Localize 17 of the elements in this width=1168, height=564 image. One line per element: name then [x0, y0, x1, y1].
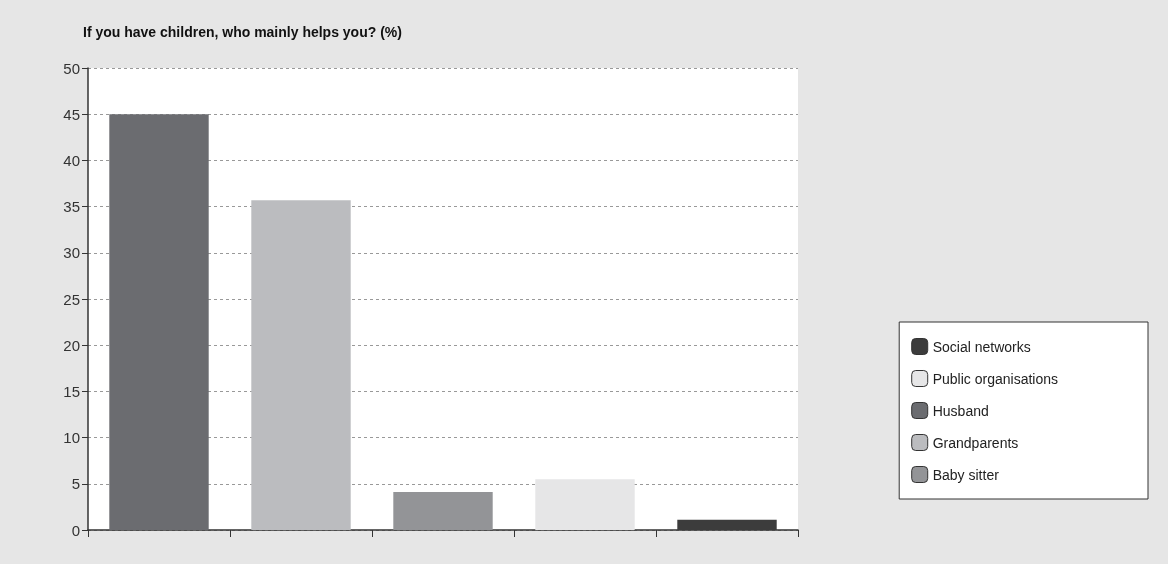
legend-label: Public organisations: [932, 370, 1058, 387]
y-tick-label: 20: [63, 336, 80, 354]
y-tick-label: 10: [63, 429, 80, 447]
y-tick-label: 40: [63, 151, 80, 169]
y-tick-label: 15: [63, 382, 80, 400]
legend-label: Social networks: [932, 338, 1031, 355]
y-tick-label: 5: [71, 475, 80, 493]
legend-label: Grandparents: [932, 434, 1019, 451]
y-tick-label: 30: [63, 244, 80, 262]
legend-label: Husband: [932, 402, 989, 419]
chart-title: If you have children, who mainly helps you? (%): [83, 24, 402, 40]
legend-label: Baby sitter: [932, 466, 1000, 483]
y-tick-label: 35: [63, 198, 80, 216]
y-tick-label: 45: [63, 105, 80, 123]
y-tick-label: 0: [71, 521, 80, 539]
y-tick-label: 25: [63, 290, 80, 308]
y-tick-label: 50: [63, 59, 80, 77]
